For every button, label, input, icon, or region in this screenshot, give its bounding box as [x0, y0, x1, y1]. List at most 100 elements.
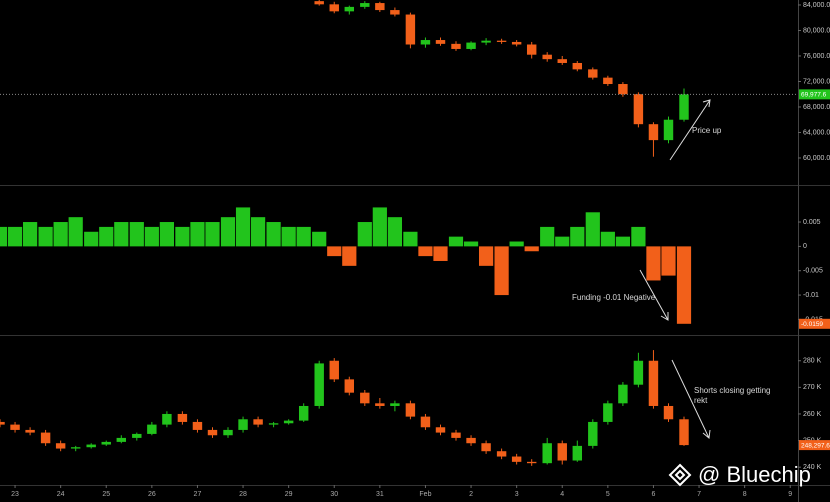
bar [0, 226, 8, 247]
candle-body [0, 421, 5, 425]
bar [494, 246, 509, 296]
bar [433, 246, 448, 261]
bar [281, 226, 296, 247]
candle-body [360, 3, 370, 7]
last-value-label: 248,297.6 [801, 442, 830, 449]
bar [205, 222, 220, 247]
candle-body [648, 124, 659, 141]
bar [372, 207, 387, 247]
x-tick-label: 26 [148, 491, 156, 498]
bar [22, 222, 38, 247]
bar [615, 236, 630, 247]
candle-body [70, 447, 81, 449]
bar [676, 246, 692, 324]
x-tick-label: 2 [469, 491, 473, 498]
candle-body [603, 403, 613, 422]
bar [190, 222, 205, 247]
candle-body [572, 445, 583, 461]
candle-body [481, 40, 491, 43]
candle-body [663, 119, 674, 141]
candle-body [663, 405, 674, 420]
candle-body [55, 443, 66, 449]
watermark-text: @ Bluechip [698, 462, 811, 487]
candle-body [390, 10, 400, 15]
candle-body [344, 6, 355, 12]
bar [175, 226, 190, 247]
bar [403, 231, 418, 247]
bar [296, 226, 311, 247]
bar [266, 222, 281, 247]
bar [570, 226, 585, 247]
candle-body [329, 4, 339, 12]
pane [0, 207, 692, 324]
y-tick-label: 260 K [803, 411, 822, 418]
bar [159, 222, 174, 247]
bar [144, 226, 159, 247]
x-tick-label: 27 [194, 491, 202, 498]
candle-body [679, 419, 689, 446]
y-tick-label: 240 K [803, 464, 822, 471]
last-value-box [799, 440, 830, 451]
arrow [671, 359, 711, 439]
bar [463, 241, 479, 247]
y-tick-label: 76,000.0 [803, 53, 830, 60]
candle-body [192, 421, 203, 430]
candle-body [147, 424, 157, 434]
x-tick-label: 29 [285, 491, 293, 498]
last-value-label: -0.0159 [801, 321, 823, 328]
candle-body [572, 62, 583, 70]
x-tick-label: 9 [788, 491, 792, 498]
candle-body [588, 421, 598, 446]
candle-body [253, 419, 263, 425]
pane [0, 0, 798, 157]
y-tick-label: 270 K [803, 384, 822, 391]
candle-body [223, 429, 233, 436]
bar [68, 217, 83, 247]
candle-body [207, 429, 218, 436]
arrow [669, 99, 711, 161]
x-tick-label: 25 [102, 491, 110, 498]
y-tick-label: 280 K [803, 358, 822, 365]
candle-body [496, 451, 507, 457]
bar [84, 231, 99, 247]
y-tick-label: 80,000.0 [803, 27, 830, 34]
candle-body [283, 420, 294, 424]
annotation: Price up [692, 126, 722, 135]
bar [357, 222, 372, 247]
x-tick-label: 5 [606, 491, 610, 498]
bar [114, 222, 129, 247]
y-tick-label: 72,000.0 [803, 78, 830, 85]
candle-body [298, 405, 309, 421]
candle-body [496, 40, 507, 42]
candle-body [420, 416, 431, 428]
y-tick-label: -0.005 [803, 268, 823, 275]
candle-body [511, 456, 522, 462]
candle-body [375, 3, 385, 11]
candle-body [390, 403, 400, 406]
x-tick-label: 28 [239, 491, 247, 498]
candle-body [329, 360, 339, 380]
annotation: Funding -0.01 Negative [572, 293, 656, 302]
candle-body [542, 54, 552, 60]
x-tick-label: 24 [57, 491, 65, 498]
bar [99, 226, 114, 247]
candle-body [344, 379, 355, 393]
candle-body [162, 413, 172, 425]
last-value-label: 69,977.6 [801, 92, 827, 99]
candle-body [101, 441, 111, 445]
bar [220, 217, 236, 247]
y-tick-label: 64,000.0 [803, 129, 830, 136]
candle-body [25, 429, 35, 433]
candle-body [648, 360, 659, 406]
watermark: @ Bluechip [668, 462, 811, 488]
y-tick-label: 84,000.0 [803, 2, 830, 9]
x-tick-label: 7 [697, 491, 701, 498]
bar [129, 222, 144, 247]
bar [235, 207, 251, 247]
candle-body [360, 392, 370, 404]
candle-body [633, 94, 644, 125]
candle-body [177, 413, 188, 422]
candle-body [435, 40, 446, 44]
